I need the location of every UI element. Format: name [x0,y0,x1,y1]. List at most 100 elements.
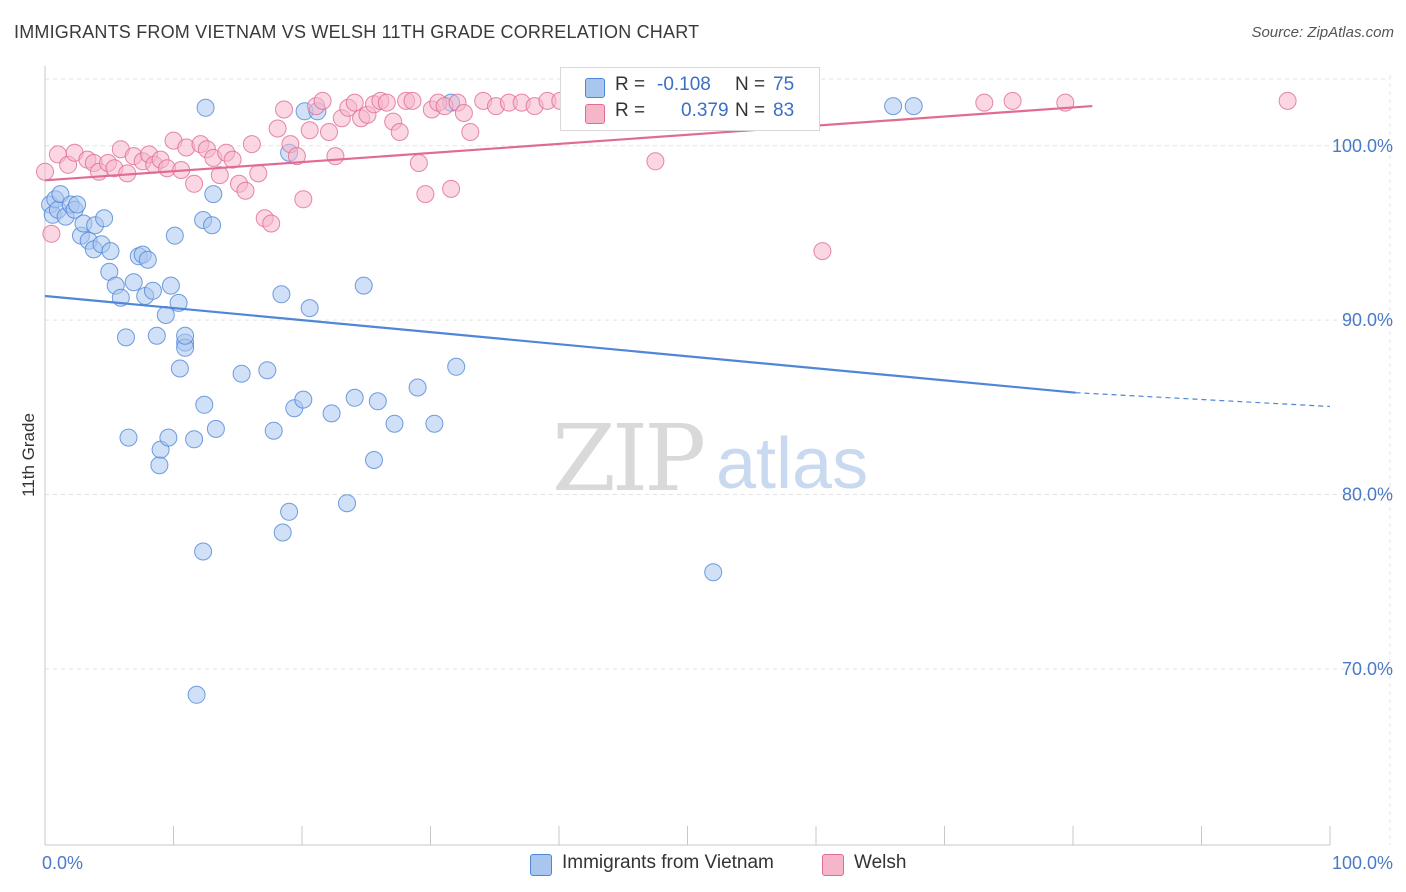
data-point [150,456,169,475]
data-point [196,98,215,117]
data-point [275,100,293,119]
y-tick-label: 80.0% [1342,485,1393,505]
axes [44,66,1331,846]
data-point [143,281,162,300]
trend-line-1 [44,104,1093,182]
legend-r-value-vietnam: -0.108 [657,74,711,95]
data-point [272,285,291,304]
trend-line-extension-0 [1075,392,1331,408]
data-point [704,563,723,582]
data-point [268,119,287,138]
data-point [1278,91,1297,110]
bottom-legend-swatch-vietnam [530,854,552,876]
data-point [442,179,461,198]
data-point [354,276,373,295]
legend-n-value-welsh: 83 [773,100,795,121]
series-vietnam-points [41,93,923,704]
data-point [294,390,313,409]
data-point [884,97,903,116]
bottom-legend-welsh: Welsh [822,852,922,876]
trend-lines [44,104,1331,408]
data-point [975,93,994,112]
y-tick-label: 100.0% [1332,136,1393,156]
series-welsh-points [36,91,1297,261]
legend-n-label: N = [735,74,766,95]
watermark: ZIP atlas [552,405,868,512]
data-point [185,174,204,193]
data-point [185,430,204,449]
data-point [258,361,277,380]
chart-title: IMMIGRANTS FROM VIETNAM VS WELSH 11TH GR… [14,22,700,42]
data-point [300,121,319,140]
data-point [165,226,184,245]
data-point [345,388,364,407]
data-point [273,523,292,542]
data-point [156,306,175,324]
data-point [210,166,229,185]
bottom-legend-vietnam: Immigrants from Vietnam [530,852,800,876]
data-point [322,404,341,423]
data-point [236,181,255,200]
data-point [206,419,225,438]
legend-swatch-welsh [585,104,605,124]
x-tick-label-max: 100.0% [1332,853,1393,873]
legend-n-label: N = [735,100,766,121]
data-point [194,542,213,561]
data-point [203,216,222,235]
x-tick-label-min: 0.0% [42,853,83,873]
y-tick-labels: 100.0% 90.0% 80.0% 70.0% [1332,136,1393,679]
bottom-legend-label-welsh: Welsh [854,852,907,873]
correlation-legend: R = -0.108 N = 75 R = 0.379 N = 83 [560,67,820,131]
data-point [320,123,338,141]
data-point [904,97,923,116]
data-point [176,326,195,345]
data-point [101,242,120,261]
data-point [345,93,364,112]
x-tick-labels: 0.0% 100.0% [42,853,1393,873]
data-point [119,428,138,447]
bottom-legend-swatch-welsh [822,854,844,876]
data-point [409,154,428,172]
data-point [313,91,332,110]
legend-r-label: R = [615,74,646,95]
data-point [95,209,114,228]
watermark-zip: ZIP [552,405,703,512]
data-point [249,164,268,183]
data-point [365,451,383,469]
source-credit: Source: ZipAtlas.com [1251,24,1394,41]
data-point [454,104,473,122]
data-point [42,224,61,243]
data-point [195,395,214,414]
data-point [117,328,135,347]
legend-r-value-welsh: 0.379 [681,100,729,121]
bottom-legend-label-vietnam: Immigrants from Vietnam [562,852,774,873]
data-point [242,135,261,154]
data-point [425,414,444,433]
legend-swatch-vietnam [585,78,605,98]
data-point [36,162,54,181]
data-point [232,364,251,383]
data-point [326,147,345,166]
data-point [646,152,665,171]
data-point [300,299,319,318]
data-point [170,359,189,378]
data-point [68,195,87,214]
legend-r-label: R = [615,100,646,121]
data-point [264,421,283,440]
y-tick-label: 90.0% [1342,310,1393,330]
data-point [338,494,356,513]
watermark-atlas: atlas [716,424,868,504]
data-point [368,392,387,411]
legend-n-value-vietnam: 75 [773,74,795,95]
data-point [403,91,422,110]
data-point [204,185,223,204]
data-point [187,685,206,704]
data-point [159,428,178,447]
y-axis-title: 11th Grade [19,413,38,497]
data-point [390,123,409,141]
data-point [124,273,143,292]
data-point [813,242,832,261]
data-point [461,123,480,141]
trend-line-0 [44,294,1076,394]
data-point [385,414,404,433]
